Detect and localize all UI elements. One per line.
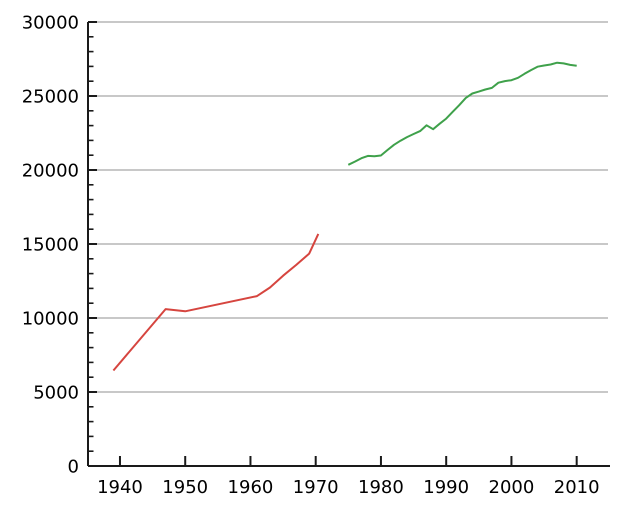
y-tick-label: 5000 <box>33 383 79 404</box>
y-tick-label: 10000 <box>22 309 79 330</box>
y-tick-label: 20000 <box>22 161 79 182</box>
x-tick-label: 2000 <box>489 477 535 498</box>
y-tick-label: 30000 <box>22 13 79 34</box>
early-period-red-line <box>112 233 320 372</box>
late-period-green-line <box>347 61 577 166</box>
y-tick-label: 15000 <box>22 235 79 256</box>
y-tick-label: 0 <box>68 457 79 478</box>
x-tick-label: 1960 <box>228 477 274 498</box>
x-tick-label: 2010 <box>554 477 600 498</box>
x-tick-label: 1970 <box>293 477 339 498</box>
x-tick-label: 1980 <box>358 477 404 498</box>
x-tick-label: 1940 <box>97 477 143 498</box>
x-tick-label: 1950 <box>162 477 208 498</box>
x-tick-label: 1990 <box>423 477 469 498</box>
y-tick-label: 25000 <box>22 87 79 108</box>
